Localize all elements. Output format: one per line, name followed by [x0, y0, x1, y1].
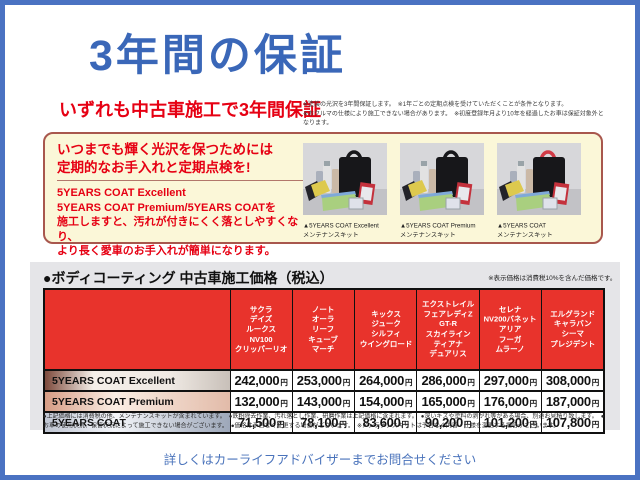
warranty-subtitle: いずれも中古車施工で3年間保証 [59, 100, 322, 120]
price-cell: 308,000円 [541, 369, 605, 392]
promo-headline: いつまでも輝く光沢を保つためには 定期的なお手入れと定期点検を! [57, 141, 313, 176]
promo-body-line: 5YEARS COAT Premium/5YEARS COATを [57, 201, 277, 214]
price-cell: 71,500円 [229, 411, 293, 434]
maintenance-kit-photo [400, 143, 484, 215]
model-group-header: エクストレイル フェアレディZ GT-R スカイライン ティアナ デュアリス [416, 288, 480, 371]
model-group-header: エルグランド キャラバン シーマ プレジデント [541, 288, 605, 371]
model-group-header: セレナ NV200バネット アリア フーガ ムラーノ [478, 288, 543, 371]
product-caption: ▲5YEARS COAT Excellent メンテナンスキット [303, 222, 379, 239]
promo-text-column: いつまでも輝く光沢を保つためには 定期的なお手入れと定期点検を! 5YEARS … [57, 141, 313, 277]
price-cell: 253,000円 [291, 369, 356, 392]
price-table-title: ●ボディコーティング 中古車施工価格（税込） [43, 270, 334, 286]
promo-body-line: より長く愛車のお手入れが簡単になります。 [57, 245, 276, 258]
price-section: ●ボディコーティング 中古車施工価格（税込） ※表示価格は消費税10%を含んだ価… [30, 262, 620, 435]
price-cell: 242,000円 [229, 369, 293, 392]
maintenance-kit-photo [303, 143, 387, 215]
price-table: サクラ デイズ ルークス NV100 クリッパーリオ ノート オーラ リーフ キュ… [43, 288, 605, 435]
plan-label: 5YEARS COAT Premium [43, 390, 231, 413]
disclaimer-line: ※塗装の光沢を3年間保証します。 ※1年ごとの定期点検を受けていただくことが条件… [303, 101, 568, 108]
product-card: ▲5YEARS COAT メンテナンスキット [497, 143, 581, 251]
price-cell: 176,000円 [478, 390, 543, 413]
warranty-disclaimer: ※塗装の光沢を3年間保証します。 ※1年ごとの定期点検を受けていただくことが条件… [303, 100, 609, 128]
header-corner-cell [43, 288, 231, 371]
price-cell: 165,000円 [416, 390, 480, 413]
footer-contact-text: 詳しくはカーライフアドバイザーまでお問合せください [163, 453, 477, 467]
price-cell: 83,600円 [354, 411, 418, 434]
promo-body-line: 5YEARS COAT Excellent [57, 187, 186, 200]
price-cell: 132,000円 [229, 390, 293, 413]
price-cell: 286,000円 [416, 369, 480, 392]
price-cell: 107,800円 [541, 411, 605, 434]
model-header-row: サクラ デイズ ルークス NV100 クリッパーリオ ノート オーラ リーフ キュ… [43, 288, 605, 371]
price-cell: 154,000円 [354, 390, 418, 413]
promo-box: いつまでも輝く光沢を保つためには 定期的なお手入れと定期点検を! 5YEARS … [43, 132, 603, 271]
divider [57, 180, 307, 182]
product-caption: ▲5YEARS COAT メンテナンスキット [497, 222, 553, 239]
price-row: 5YEARS COAT Premium 132,000円 143,000円 154,0… [43, 390, 605, 413]
promo-headline-line: いつまでも輝く光沢を保つためには [57, 142, 273, 157]
tax-note: ※表示価格は消費税10%を含んだ価格です。 [487, 274, 616, 282]
product-card: ▲5YEARS COAT Premium メンテナンスキット [400, 143, 484, 251]
price-cell: 187,000円 [541, 390, 605, 413]
page-title: 3年間の保証 [89, 32, 346, 80]
product-caption: ▲5YEARS COAT Premium メンテナンスキット [400, 222, 476, 239]
price-cell: 101,200円 [478, 411, 543, 434]
price-row: 5YEARS COAT 71,500円 78,100円 83,600円 90,200円 1… [43, 411, 605, 434]
price-cell: 78,100円 [291, 411, 356, 434]
price-footnote: ●上記価格には消費税の他、メンテナンスキットが含まれています。 ●鉄粉除去作業、… [43, 413, 605, 430]
model-group-header: ノート オーラ リーフ キューブ マーチ [291, 288, 356, 371]
model-group-header: サクラ デイズ ルークス NV100 クリッパーリオ [229, 288, 293, 371]
price-cell: 90,200円 [416, 411, 480, 434]
plan-label: 5YEARS COAT Excellent [43, 369, 231, 392]
product-card: ▲5YEARS COAT Excellent メンテナンスキット [303, 143, 387, 251]
price-row: 5YEARS COAT Excellent 242,000円 253,000円 264… [43, 369, 605, 392]
promo-body-line: 施工しますと、汚れが付きにくく落としやすくなり、 [57, 216, 299, 243]
disclaimer-line: ※おクルマの仕様により施工できない場合があります。 ※初度登録年月より10年を経… [303, 110, 604, 127]
product-photos: ▲5YEARS COAT Excellent メンテナンスキット ▲5YEARS … [303, 143, 581, 251]
price-cell: 297,000円 [478, 369, 543, 392]
promo-body: 5YEARS COAT Excellent 5YEARS COAT Premiu… [57, 186, 313, 259]
maintenance-kit-photo [497, 143, 581, 215]
price-cell: 143,000円 [291, 390, 356, 413]
model-group-header: キックス ジューク シルフィ ウイングロード [354, 288, 418, 371]
price-cell: 264,000円 [354, 369, 418, 392]
promo-headline-line: 定期的なお手入れと定期点検を! [57, 159, 251, 175]
